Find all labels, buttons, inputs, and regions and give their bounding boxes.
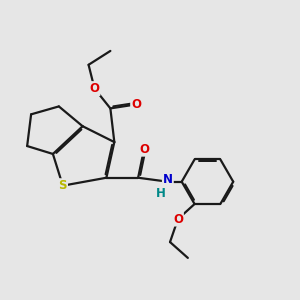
Text: O: O <box>89 82 100 95</box>
Text: O: O <box>139 143 149 156</box>
Text: S: S <box>58 179 67 192</box>
Text: O: O <box>131 98 141 111</box>
Text: H: H <box>156 187 166 200</box>
Text: O: O <box>173 213 183 226</box>
Text: N: N <box>163 173 173 186</box>
